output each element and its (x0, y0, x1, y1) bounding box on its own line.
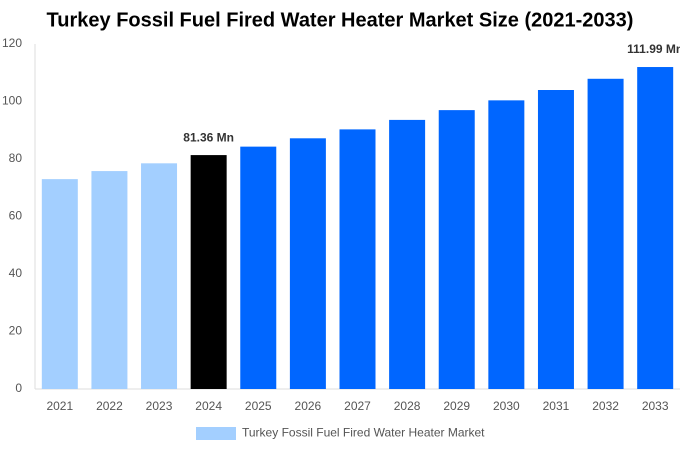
y-tick-label: 0 (15, 381, 22, 395)
y-tick-label: 100 (2, 94, 22, 108)
y-tick-label: 60 (9, 209, 23, 223)
y-tick-label: 120 (2, 36, 22, 50)
x-tick-label: 2021 (46, 399, 73, 413)
bar (190, 155, 227, 389)
bar (240, 146, 277, 389)
legend-label: Turkey Fossil Fuel Fired Water Heater Ma… (242, 426, 485, 440)
y-tick-label: 80 (9, 151, 23, 165)
bar (537, 90, 574, 389)
x-tick-label: 2022 (96, 399, 123, 413)
x-tick-label: 2028 (394, 399, 421, 413)
value-label: 111.99 Mn (627, 42, 680, 56)
y-tick-label: 40 (9, 266, 23, 280)
x-tick-label: 2024 (195, 399, 222, 413)
x-tick-label: 2031 (543, 399, 570, 413)
bar (339, 129, 376, 389)
x-tick-label: 2029 (443, 399, 470, 413)
x-tick-label: 2030 (493, 399, 520, 413)
x-tick-label: 2026 (295, 399, 322, 413)
x-tick-label: 2023 (146, 399, 173, 413)
bar (637, 67, 674, 389)
bar (141, 163, 178, 389)
bar (389, 119, 426, 390)
bar (91, 171, 128, 389)
chart-title: Turkey Fossil Fuel Fired Water Heater Ma… (47, 9, 634, 31)
bar (41, 179, 78, 389)
value-label: 81.36 Mn (183, 130, 234, 144)
x-tick-label: 2033 (642, 399, 669, 413)
bar (438, 110, 475, 389)
x-tick-label: 2032 (592, 399, 619, 413)
bar (587, 78, 624, 389)
bar (488, 100, 525, 389)
legend-swatch (196, 427, 236, 440)
bar (289, 138, 326, 389)
x-tick-label: 2027 (344, 399, 371, 413)
x-tick-label: 2025 (245, 399, 272, 413)
y-tick-label: 20 (9, 324, 23, 338)
